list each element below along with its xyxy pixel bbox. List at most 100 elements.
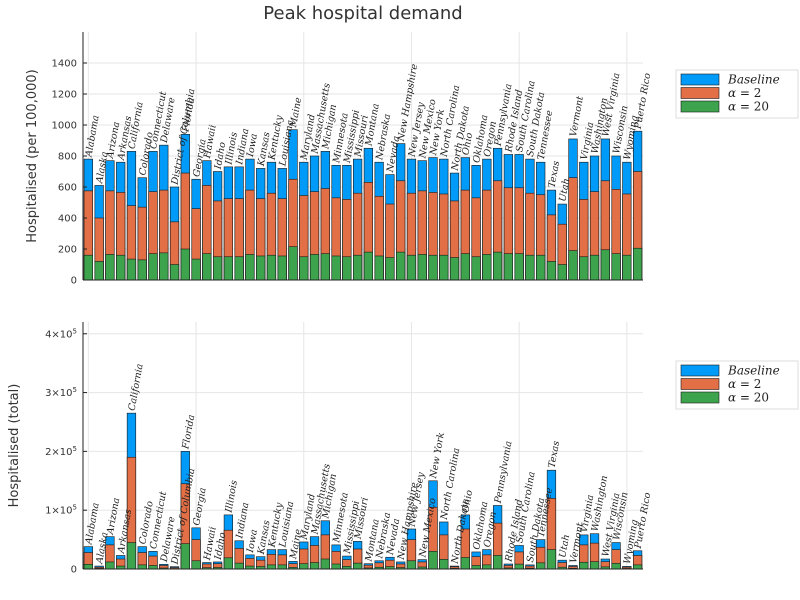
y-tick-label: 4×105 [45,327,77,340]
bar-20-michigan [320,253,330,281]
figure-title: Peak hospital demand [263,3,462,24]
bar-20-north-carolina [439,558,449,570]
bar-20-massachusetts [309,254,320,281]
bar-20-minnesota [331,563,341,570]
bar-20-pennsylvania [493,555,503,570]
legend-label: α = 20 [728,391,769,405]
bar-label-florida: Florida [180,414,197,451]
bar-label-maine: Maine [288,528,304,561]
bar-20-puerto-rico [633,247,643,281]
bar-label-illinois: Illinois [223,479,240,514]
bar-20-pennsylvania [493,251,503,281]
bar-label-ohio: Ohio [460,489,475,514]
y-tick-label: 1200 [52,90,77,101]
bar-20-connecticut [148,253,158,281]
bar-20-new-hampshire [396,251,406,281]
bar-label-utah: Utah [557,534,572,559]
bar-20-district-of-columbia [169,264,180,281]
y-axis-label: Hospitalised (per 100,000) [25,69,40,242]
bar-label-new-york: New York [428,431,447,480]
bar-20-rhode-island [503,253,513,281]
bar-20-hawaii [202,253,212,281]
legend-label: α = 20 [728,100,769,114]
bar-label-georgia: Georgia [191,486,209,526]
bar-label-utah: Utah [557,177,572,202]
y-tick-label: 800 [58,152,77,163]
bar-label-maine: Maine [288,96,304,129]
bar-20-illinois [223,557,233,570]
bar-label-iowa: Iowa [245,528,260,554]
bar-20-arizona [105,561,115,570]
y-tick-label: 1×105 [45,504,77,517]
bar-20-mississippi [342,256,352,281]
bar-20-tennessee [536,254,546,281]
bar-20-louisiana [277,564,287,570]
y-tick-label: 1400 [52,59,77,70]
bar-20-utah [557,264,567,281]
bar-label-idaho: Idaho [213,531,229,561]
y-tick-label: 0 [71,276,77,287]
bar-label-ohio: Ohio [460,132,475,157]
bar-20-alabama [83,254,93,281]
bar-20-california [126,258,137,281]
bar-20-washington [589,561,600,570]
bar-20-oregon [482,254,492,281]
bar-20-kentucky [266,564,277,570]
bar-20-washington [589,254,600,281]
legend-label: Baseline [727,364,780,378]
bar-20-west-virginia [600,249,610,281]
chart-panel-per-capita: AlabamaAlaskaArizonaArkansasCaliforniaCo… [25,32,799,287]
bar-20-minnesota [331,255,341,281]
legend-swatch-2 [680,378,720,390]
bar-label-puerto-rico: Puerto Rico [633,72,654,131]
bar-label-idaho: Idaho [213,141,229,171]
bar-20-florida [180,248,190,281]
bar-20-maryland [299,256,309,281]
bar-20-south-dakota [525,254,535,281]
bar-20-alaska [94,261,104,281]
bar-20-missouri [353,254,363,281]
bar-20-connecticut [148,565,158,570]
bar-20-north-dakota [449,257,460,281]
bar-20-new-york [428,254,438,281]
bar-20-michigan [320,558,330,570]
bar-20-massachusetts [309,562,320,570]
legend-swatch-baseline [680,73,720,86]
bar-20-new-mexico [417,254,427,281]
bar-20-georgia [191,258,201,281]
bar-20-north-carolina [439,254,449,281]
bar-20-illinois [223,256,233,281]
bar-20-vermont [568,250,578,281]
bar-20-colorado [137,564,147,570]
legend-label: α = 2 [728,377,761,391]
y-tick-label: 200 [58,245,77,256]
bar-20-new-york [428,551,438,570]
legend-swatch-baseline [680,364,720,377]
bar-20-iowa [245,254,255,281]
bar-20-kentucky [266,254,277,281]
bar-20-nevada [385,257,395,281]
bar-20-new-jersey [406,560,417,570]
bar-label-iowa: Iowa [245,132,260,158]
legend-swatch-20 [680,391,720,404]
bar-20-missouri [353,562,363,570]
bar-label-texas: Texas [547,440,563,469]
bar-20-virginia [579,561,589,570]
bar-20-tennessee [536,562,546,570]
bar-20-texas [546,549,557,570]
bar-20-wyoming [622,254,632,281]
bar-20-wisconsin [611,563,621,570]
bar-20-indiana [234,256,244,281]
bar-20-ohio [460,557,470,570]
y-tick-label: 2×105 [45,445,77,458]
bar-20-new-jersey [406,254,417,281]
bar-20-colorado [137,259,147,281]
bar-20-indiana [234,562,244,570]
bar-20-california [126,542,137,570]
chart-panel-total: AlabamaAlaskaArizonaArkansasCaliforniaCo… [7,322,799,576]
legend-swatch-2 [680,87,720,99]
bar-label-california: California [127,363,146,412]
